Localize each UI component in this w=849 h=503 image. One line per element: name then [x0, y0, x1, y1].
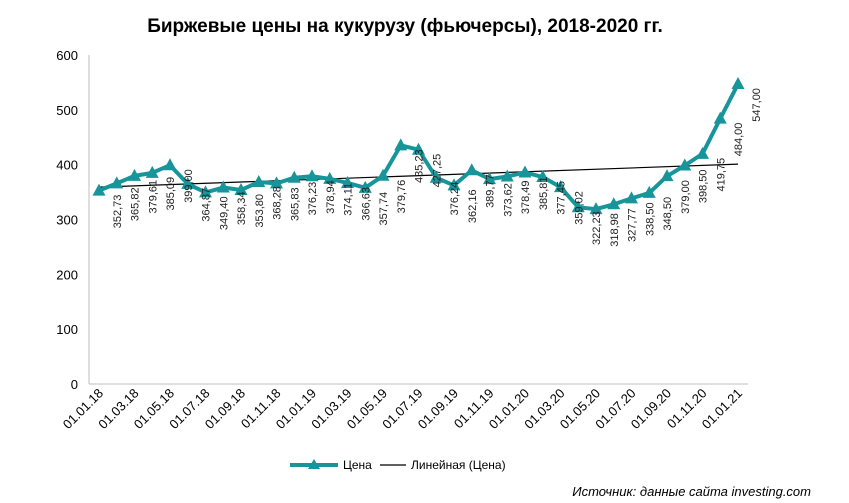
data-label: 364,87	[201, 188, 213, 222]
price-point	[376, 168, 390, 181]
data-label: 362,16	[467, 189, 479, 223]
data-label: 385,09	[165, 177, 177, 211]
data-label: 368,28	[272, 186, 284, 220]
y-tick-label: 300	[56, 213, 78, 228]
price-point	[358, 180, 372, 193]
data-label: 379,76	[396, 180, 408, 214]
price-point	[571, 200, 585, 213]
data-label: 348,50	[662, 197, 674, 231]
y-tick-label: 500	[56, 103, 78, 118]
price-point	[216, 180, 230, 193]
data-label: 419,75	[716, 158, 728, 192]
price-series-group	[92, 77, 745, 215]
data-label: 378,94	[325, 180, 337, 214]
price-point	[429, 170, 443, 183]
price-point	[678, 158, 692, 171]
price-point	[110, 176, 124, 189]
price-point	[252, 175, 266, 188]
price-point	[625, 191, 638, 204]
data-label: 378,49	[520, 180, 532, 214]
data-label: 349,40	[219, 196, 231, 230]
legend-trend-label: Линейная (Цена)	[411, 458, 506, 472]
legend: Цена Линейная (Цена)	[290, 458, 506, 472]
price-point	[536, 170, 550, 183]
data-label: 352,73	[112, 195, 124, 229]
price-point	[163, 158, 177, 171]
source-note: Источник: данные сайта investing.com	[572, 484, 811, 499]
data-label: 366,63	[361, 187, 373, 221]
data-label: 338,50	[645, 202, 657, 236]
price-point	[199, 185, 212, 198]
price-point	[305, 169, 319, 182]
y-tick-label: 100	[56, 322, 78, 337]
data-label: 385,81	[538, 176, 550, 210]
price-point	[589, 202, 603, 215]
data-label: 353,80	[254, 194, 266, 228]
data-label: 373,62	[503, 183, 515, 217]
price-point	[447, 178, 461, 191]
data-label: 484,00	[733, 123, 745, 157]
data-label: 377,45	[556, 181, 568, 215]
price-point	[181, 176, 195, 189]
price-point	[696, 146, 709, 159]
data-label: 365,82	[130, 187, 142, 221]
price-point	[287, 170, 301, 183]
trendline-group	[98, 163, 739, 188]
legend-price-label: Цена	[343, 458, 372, 472]
legend-price-marker	[308, 459, 320, 469]
data-label: 327,77	[627, 208, 639, 242]
data-label: 379,61	[148, 180, 160, 214]
price-point	[713, 111, 727, 124]
data-label: 359,02	[574, 191, 586, 225]
axes	[88, 55, 748, 385]
price-point	[642, 185, 656, 198]
data-label: 357,74	[378, 192, 390, 226]
data-label: 376,24	[449, 182, 461, 216]
data-label: 376,23	[307, 182, 319, 216]
price-point	[394, 138, 408, 151]
trendline	[98, 163, 739, 188]
price-point	[660, 169, 674, 182]
data-label: 398,50	[698, 169, 710, 203]
data-label: 427,25	[432, 154, 444, 188]
price-point	[234, 182, 248, 195]
price-point	[323, 171, 337, 184]
price-point	[731, 77, 745, 90]
y-tick-label: 400	[56, 158, 78, 173]
y-tick-label: 0	[71, 377, 78, 392]
data-label: 358,34	[236, 192, 248, 226]
price-point	[128, 168, 141, 181]
data-label: 547,00	[751, 88, 763, 122]
data-label: 318,98	[609, 213, 621, 247]
data-label: 435,23	[414, 149, 426, 183]
chart-title: Биржевые цены на кукурузу (фьючерсы), 20…	[147, 16, 663, 37]
data-label: 322,23	[591, 211, 603, 245]
price-point	[607, 197, 621, 210]
price-point	[518, 165, 532, 178]
price-point	[92, 183, 106, 196]
price-point	[270, 176, 283, 189]
data-label: 399,00	[183, 169, 195, 203]
price-point	[483, 172, 496, 185]
y-tick-label: 200	[56, 267, 78, 282]
price-point	[412, 142, 425, 155]
y-tick-label: 600	[56, 48, 78, 63]
y-tick-labels: 0 100 200 300 400 500 600	[56, 48, 78, 392]
price-point	[500, 169, 514, 182]
price-point	[465, 163, 479, 176]
data-label: 365,83	[290, 187, 302, 221]
price-point	[341, 175, 354, 188]
x-tick-labels: 01.01.1801.03.1801.05.1801.07.1801.09.18…	[60, 386, 745, 432]
data-label: 389,77	[485, 174, 497, 208]
price-point	[554, 180, 567, 193]
price-point	[145, 165, 159, 178]
data-label: 379,00	[680, 180, 692, 214]
data-labels-group: 352,73 365,82 379,61 385,09 399,00 364,87 349,…	[112, 88, 763, 247]
data-label: 374,11	[343, 183, 355, 216]
